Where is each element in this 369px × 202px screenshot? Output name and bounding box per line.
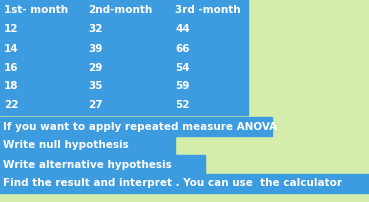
Bar (0, 117, 272, 136)
Text: 54: 54 (175, 62, 190, 73)
Text: If you want to apply repeated measure ANOVA: If you want to apply repeated measure AN… (3, 121, 277, 132)
Text: 12: 12 (4, 24, 18, 35)
Bar (0, 174, 369, 193)
Text: Find the result and interpret . You can use  the calculator: Find the result and interpret . You can … (3, 179, 342, 188)
Text: 18: 18 (4, 81, 18, 92)
Text: 44: 44 (175, 24, 190, 35)
Text: 35: 35 (88, 81, 103, 92)
Text: 1st- month: 1st- month (4, 5, 68, 15)
Text: 14: 14 (4, 43, 18, 54)
Text: 29: 29 (88, 62, 102, 73)
Text: 22: 22 (4, 101, 18, 110)
Text: 2nd-month: 2nd-month (88, 5, 152, 15)
Text: 3rd -month: 3rd -month (175, 5, 241, 15)
Bar (0, 155, 205, 174)
Text: Write null hypothesis: Write null hypothesis (3, 141, 129, 150)
Bar (0, 0, 248, 115)
Text: 52: 52 (175, 101, 190, 110)
Bar (0, 136, 175, 155)
Text: 66: 66 (175, 43, 190, 54)
Text: Write alternative hypothesis: Write alternative hypothesis (3, 160, 172, 169)
Text: 39: 39 (88, 43, 102, 54)
Text: 59: 59 (175, 81, 189, 92)
Text: 27: 27 (88, 101, 103, 110)
Text: 16: 16 (4, 62, 18, 73)
Text: 32: 32 (88, 24, 103, 35)
